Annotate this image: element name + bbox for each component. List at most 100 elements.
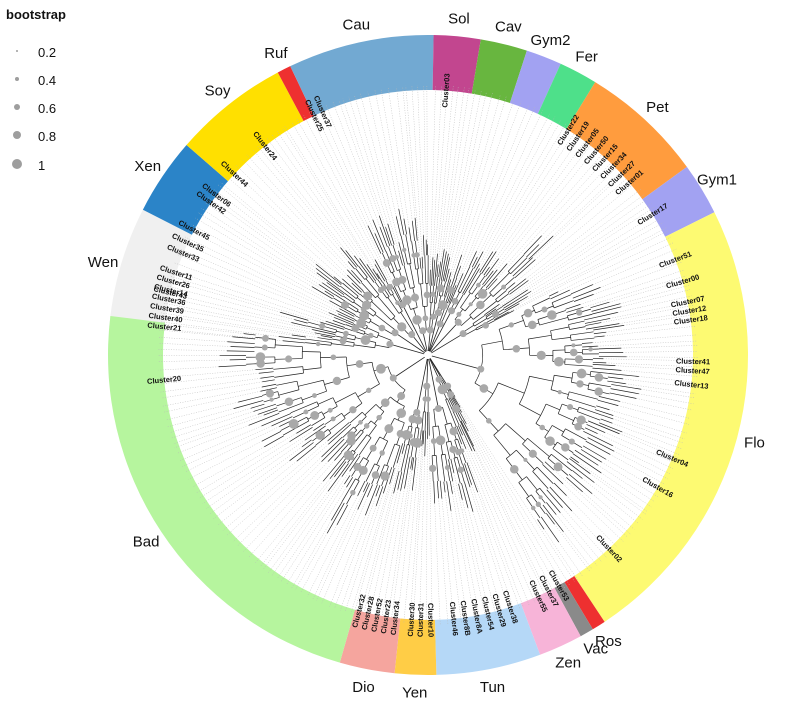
tree-branch — [584, 318, 611, 324]
tree-branch — [566, 477, 583, 493]
tree-branch — [358, 437, 372, 456]
tree-branch — [439, 480, 443, 499]
tree-branch — [537, 319, 540, 326]
tip-guide — [604, 432, 676, 464]
tip-guide — [591, 493, 635, 530]
tree-branch — [410, 457, 413, 469]
tip-guide — [448, 90, 482, 255]
legend-item: 0.2 — [0, 43, 76, 63]
tree-branch — [349, 455, 361, 472]
tip-guide — [403, 447, 420, 624]
tip-guide — [612, 445, 671, 475]
clade-sector — [537, 63, 596, 130]
clade-sector — [574, 212, 748, 622]
tip-guide — [220, 182, 335, 277]
bootstrap-node — [508, 322, 514, 328]
tree-branch — [398, 208, 405, 236]
bootstrap-node — [553, 462, 563, 472]
tree-branch — [585, 440, 611, 455]
tree-branch — [347, 274, 364, 292]
tree-branch — [433, 481, 436, 504]
tree-branch — [339, 285, 357, 299]
tree-branch — [483, 269, 498, 287]
tree-branch — [611, 384, 642, 390]
tree-branch — [592, 306, 622, 315]
tree-branch — [333, 276, 343, 284]
tree-branch — [514, 259, 536, 279]
tree-branch — [386, 443, 396, 466]
bootstrap-node — [437, 384, 448, 395]
tree-branch — [374, 259, 387, 281]
tip-guide — [600, 256, 680, 288]
legend-label: 0.6 — [38, 101, 57, 116]
bootstrap-node — [360, 335, 371, 345]
tree-branch — [607, 376, 624, 380]
tip-guide — [235, 164, 348, 276]
tip-guide — [246, 154, 352, 271]
tree-branch — [550, 289, 570, 300]
tip-guide — [566, 495, 618, 548]
tree-branch — [468, 273, 482, 293]
bootstrap-node — [391, 329, 399, 337]
tree-branch — [342, 426, 354, 438]
tree-branch — [550, 326, 570, 332]
tree-branch — [578, 406, 603, 416]
bootstrap-node — [594, 373, 604, 382]
tip-guide — [205, 439, 306, 509]
clade-sector — [432, 35, 481, 94]
tree-branch — [248, 413, 280, 426]
tree-branch — [471, 257, 478, 268]
tip-guide — [179, 248, 329, 313]
tip-guide — [266, 138, 355, 256]
tree-branch — [365, 484, 378, 516]
bootstrap-node — [315, 430, 325, 440]
tree-branch — [479, 251, 494, 273]
tree-branch — [400, 444, 408, 472]
tip-guide — [354, 95, 399, 251]
tree-branch — [429, 323, 441, 352]
bootstrap-node — [449, 427, 458, 436]
tree-branch — [332, 397, 338, 407]
bootstrap-node — [423, 291, 431, 299]
clade-label: Fer — [575, 49, 598, 66]
tree-branch — [483, 266, 490, 276]
tip-guide — [198, 212, 326, 292]
tree-branch — [439, 295, 443, 297]
tree-branch — [498, 382, 525, 394]
tip-guide — [263, 476, 335, 570]
tip-guide — [199, 441, 290, 499]
tree-branch — [567, 398, 596, 408]
tip-guide — [477, 491, 521, 609]
tip-guide — [300, 524, 338, 594]
tree-branch — [512, 257, 533, 277]
tree-branch — [347, 261, 355, 270]
tip-guide-lines — [158, 85, 698, 625]
tree-branch — [403, 264, 411, 289]
tip-guide — [217, 460, 298, 526]
tip-guide — [226, 444, 329, 536]
tip-guide — [286, 487, 347, 585]
tree-branch — [540, 516, 560, 543]
tree-branch — [609, 392, 637, 399]
bootstrap-node — [569, 348, 578, 357]
tip-guide — [444, 88, 470, 250]
tree-branch — [351, 270, 363, 283]
clade-sector — [471, 39, 527, 103]
bootstrap-node — [353, 462, 362, 471]
tip-guide — [182, 425, 272, 467]
tree-branch — [434, 253, 438, 286]
tip-guide — [619, 401, 691, 419]
tree-branch — [428, 358, 439, 409]
tip-guide — [609, 409, 687, 434]
tree-branch — [587, 382, 590, 390]
bootstrap-node — [255, 352, 266, 363]
tip-guide — [597, 340, 698, 347]
tree-branch — [570, 284, 594, 295]
tip-guide — [623, 351, 698, 353]
tip-guide — [419, 456, 426, 625]
tree-branch — [596, 405, 610, 411]
tree-branch — [464, 482, 474, 512]
bootstrap-node — [310, 411, 320, 420]
cluster-label: Cluster46 — [448, 601, 460, 636]
tree-branch — [518, 376, 530, 405]
